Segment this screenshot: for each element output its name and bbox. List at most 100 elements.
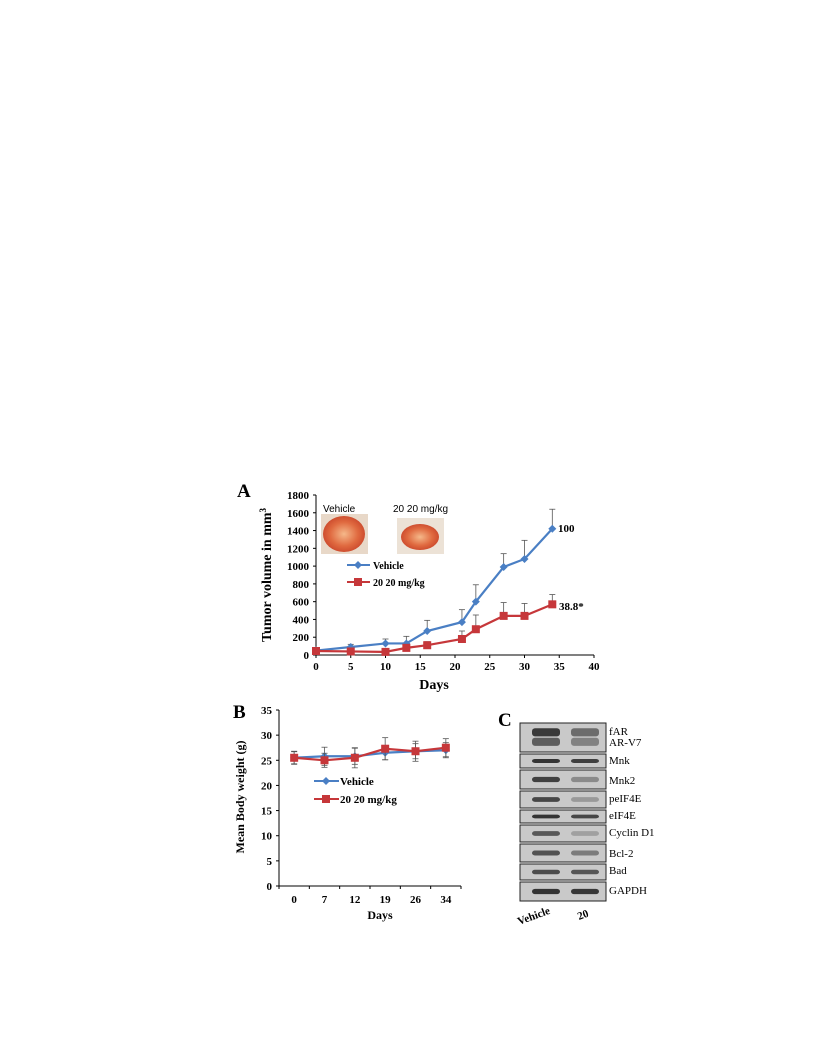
a-ytick-label: 800 bbox=[293, 579, 310, 591]
b-yaxis-title: Mean Body weight (g) bbox=[233, 741, 247, 854]
b-ytick-label: 10 bbox=[261, 831, 273, 843]
blot-strip bbox=[519, 863, 607, 881]
blot-band-treated bbox=[571, 737, 599, 746]
tumor-photo-inset: Vehicle 20 20 mg/kg bbox=[321, 504, 448, 554]
a-point-treated bbox=[520, 611, 529, 620]
a-point-treated bbox=[312, 647, 320, 655]
blot-band-vehicle bbox=[532, 831, 560, 836]
a-xtick-label: 40 bbox=[589, 661, 601, 673]
blot-protein-label: fAR bbox=[609, 726, 629, 738]
blot-band-vehicle bbox=[532, 797, 560, 802]
b-point-treated bbox=[290, 753, 299, 762]
a-point-vehicle bbox=[381, 639, 390, 648]
a-ytick-label: 1600 bbox=[287, 508, 310, 520]
legend-a-treated: 20 20 mg/kg bbox=[373, 578, 425, 589]
blot-protein-label: AR-V7 bbox=[609, 737, 642, 749]
b-ytick-label: 35 bbox=[261, 705, 273, 717]
blot-band-treated bbox=[571, 869, 599, 875]
blot-band-treated bbox=[571, 797, 599, 802]
blot-strip bbox=[519, 722, 607, 753]
b-xtick-label: 19 bbox=[380, 894, 392, 906]
a-ytick-label: 400 bbox=[293, 614, 310, 626]
blot-band-treated bbox=[571, 759, 599, 763]
blot-protein-label: Bcl-2 bbox=[609, 848, 633, 860]
blot-protein-label: GAPDH bbox=[609, 885, 647, 897]
blot-strip bbox=[519, 824, 607, 843]
legend-b-marker-treated bbox=[322, 795, 330, 803]
blot-strip bbox=[519, 809, 607, 824]
panel-b-label: B bbox=[233, 702, 246, 723]
blot-band-vehicle bbox=[532, 728, 560, 737]
end-label-treated: 38.8* bbox=[559, 601, 584, 613]
a-point-treated bbox=[346, 647, 355, 656]
a-line-treated bbox=[315, 603, 553, 653]
b-point-treated bbox=[320, 756, 329, 765]
a-xtick-label: 0 bbox=[313, 661, 319, 673]
legend-a: Vehicle 20 20 mg/kg bbox=[347, 561, 425, 589]
blot-band-vehicle bbox=[532, 888, 560, 895]
a-xtick-label: 20 bbox=[450, 661, 462, 673]
a-ytick-label: 1000 bbox=[287, 561, 310, 573]
a-point-treated bbox=[457, 635, 466, 643]
b-xtick-label: 12 bbox=[349, 894, 361, 906]
a-point-treated bbox=[499, 611, 508, 620]
b-xtick-label: 7 bbox=[322, 894, 328, 906]
legend-marker-treated bbox=[354, 578, 362, 586]
blot-band-treated bbox=[571, 888, 599, 895]
a-xtick-label: 5 bbox=[348, 661, 354, 673]
b-xtick-label: 34 bbox=[440, 894, 452, 906]
b-xtick-label: 0 bbox=[291, 894, 297, 906]
a-point-treated bbox=[471, 625, 480, 634]
b-ytick-label: 30 bbox=[261, 730, 273, 742]
b-point-treated bbox=[411, 747, 420, 756]
a-xtick-label: 25 bbox=[484, 661, 496, 673]
blot-band-treated bbox=[571, 776, 599, 783]
b-point-treated bbox=[381, 744, 390, 753]
end-label-vehicle: 100 bbox=[558, 523, 575, 535]
blot-protein-label: Mnk bbox=[609, 755, 630, 767]
blot-protein-label: eIF4E bbox=[609, 810, 636, 822]
a-point-treated bbox=[548, 600, 557, 609]
b-point-treated bbox=[441, 743, 450, 752]
b-ytick-label: 25 bbox=[261, 755, 273, 767]
a-point-vehicle bbox=[457, 618, 466, 627]
a-ytick-label: 600 bbox=[293, 597, 310, 609]
a-ytick-label: 1200 bbox=[287, 543, 310, 555]
blot-band-vehicle bbox=[532, 776, 560, 783]
blot-band-vehicle bbox=[532, 869, 560, 875]
blot-strip bbox=[519, 790, 607, 809]
blot-band-treated bbox=[571, 814, 599, 819]
legend-b-vehicle: Vehicle bbox=[340, 776, 374, 788]
a-xtick-label: 10 bbox=[380, 661, 392, 673]
legend-marker-vehicle bbox=[354, 561, 362, 569]
panel-c-label: C bbox=[498, 710, 512, 731]
a-yaxis-title: Tumor volume in mm3 bbox=[258, 507, 275, 642]
blot-band-vehicle bbox=[532, 814, 560, 819]
a-xtick-label: 15 bbox=[415, 661, 427, 673]
b-ytick-label: 15 bbox=[261, 806, 273, 818]
legend-b-marker-vehicle bbox=[322, 777, 330, 785]
a-line-vehicle bbox=[315, 528, 554, 652]
blot-band-vehicle bbox=[532, 759, 560, 763]
blot-band-treated bbox=[571, 728, 599, 737]
a-point-vehicle bbox=[471, 597, 480, 606]
panel-a-label: A bbox=[237, 481, 251, 502]
a-xaxis-title: Days bbox=[419, 678, 449, 693]
photo-label-treated: 20 20 mg/kg bbox=[393, 504, 448, 515]
b-xtick-label: 26 bbox=[410, 894, 422, 906]
blot-strip bbox=[519, 753, 607, 769]
a-point-vehicle bbox=[548, 524, 557, 533]
blot-strip bbox=[519, 881, 607, 902]
vehicle-tumor-image bbox=[323, 516, 365, 552]
legend-a-vehicle: Vehicle bbox=[373, 561, 404, 572]
blot-strip bbox=[519, 843, 607, 863]
blot-protein-label: Bad bbox=[609, 865, 627, 877]
blot-protein-label: peIF4E bbox=[609, 793, 642, 805]
blot-band-vehicle bbox=[532, 850, 560, 856]
b-point-treated bbox=[350, 753, 359, 762]
b-line-treated bbox=[294, 746, 446, 762]
blot-band-treated bbox=[571, 831, 599, 836]
